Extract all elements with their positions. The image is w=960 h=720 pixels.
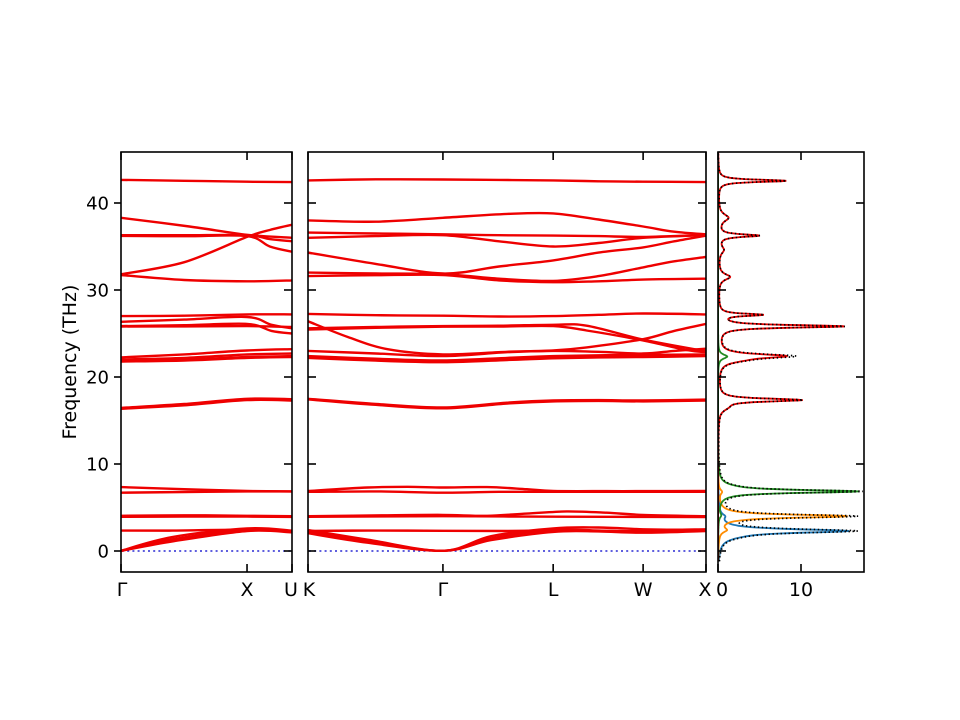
panel-border-2 [717, 151, 865, 573]
kpoint-label: Γ [438, 579, 449, 601]
band-path [121, 529, 292, 552]
panel-border-0 [120, 151, 293, 573]
kpoint-label: L [548, 579, 559, 601]
total-dos [718, 152, 864, 562]
kpoint-label: Γ [117, 579, 128, 601]
band-path [308, 353, 706, 362]
band-path [308, 178, 706, 184]
y-tick-label: 40 [86, 194, 109, 215]
band-path [121, 398, 292, 410]
kpoint-label: K [303, 579, 316, 601]
kpoint-label: X [241, 579, 254, 601]
y-tick-label: 10 [86, 455, 109, 476]
partial-dos-orange [718, 152, 848, 562]
band-path [308, 514, 706, 519]
partial-dos-green [718, 152, 859, 562]
band-path [308, 233, 706, 248]
kpoint-label: U [284, 579, 298, 601]
band-path [121, 490, 292, 494]
band-path [121, 324, 292, 329]
y-axis-label: Frequency (THz) [59, 285, 81, 440]
y-tick-label: 30 [86, 281, 109, 302]
band-path [121, 352, 292, 361]
band-path [308, 529, 706, 553]
band-path [121, 348, 292, 359]
band-path [308, 324, 706, 354]
y-tick-label: 0 [98, 542, 109, 563]
band-path [121, 313, 292, 318]
band-path [121, 178, 292, 184]
band-path [121, 273, 292, 283]
band-path [308, 273, 706, 284]
band-path [308, 231, 706, 239]
band-path [308, 347, 706, 358]
kpoint-label: W [634, 579, 653, 601]
dos-tick-label: 10 [789, 579, 813, 601]
band-path [308, 490, 706, 494]
band-path [308, 211, 706, 236]
partial-dos-red [718, 152, 845, 562]
panel-border-1 [307, 151, 707, 573]
band-path [308, 255, 706, 283]
y-tick-label: 20 [86, 368, 109, 389]
band-path [121, 216, 292, 239]
dos-tick-label: 0 [716, 579, 728, 601]
band-path [121, 223, 292, 276]
band-path [308, 234, 706, 275]
band-path [308, 526, 706, 553]
kpoint-label: X [698, 579, 711, 601]
band-path [121, 355, 292, 363]
band-path [308, 312, 706, 318]
band-path [308, 398, 706, 410]
band-path [308, 354, 706, 364]
